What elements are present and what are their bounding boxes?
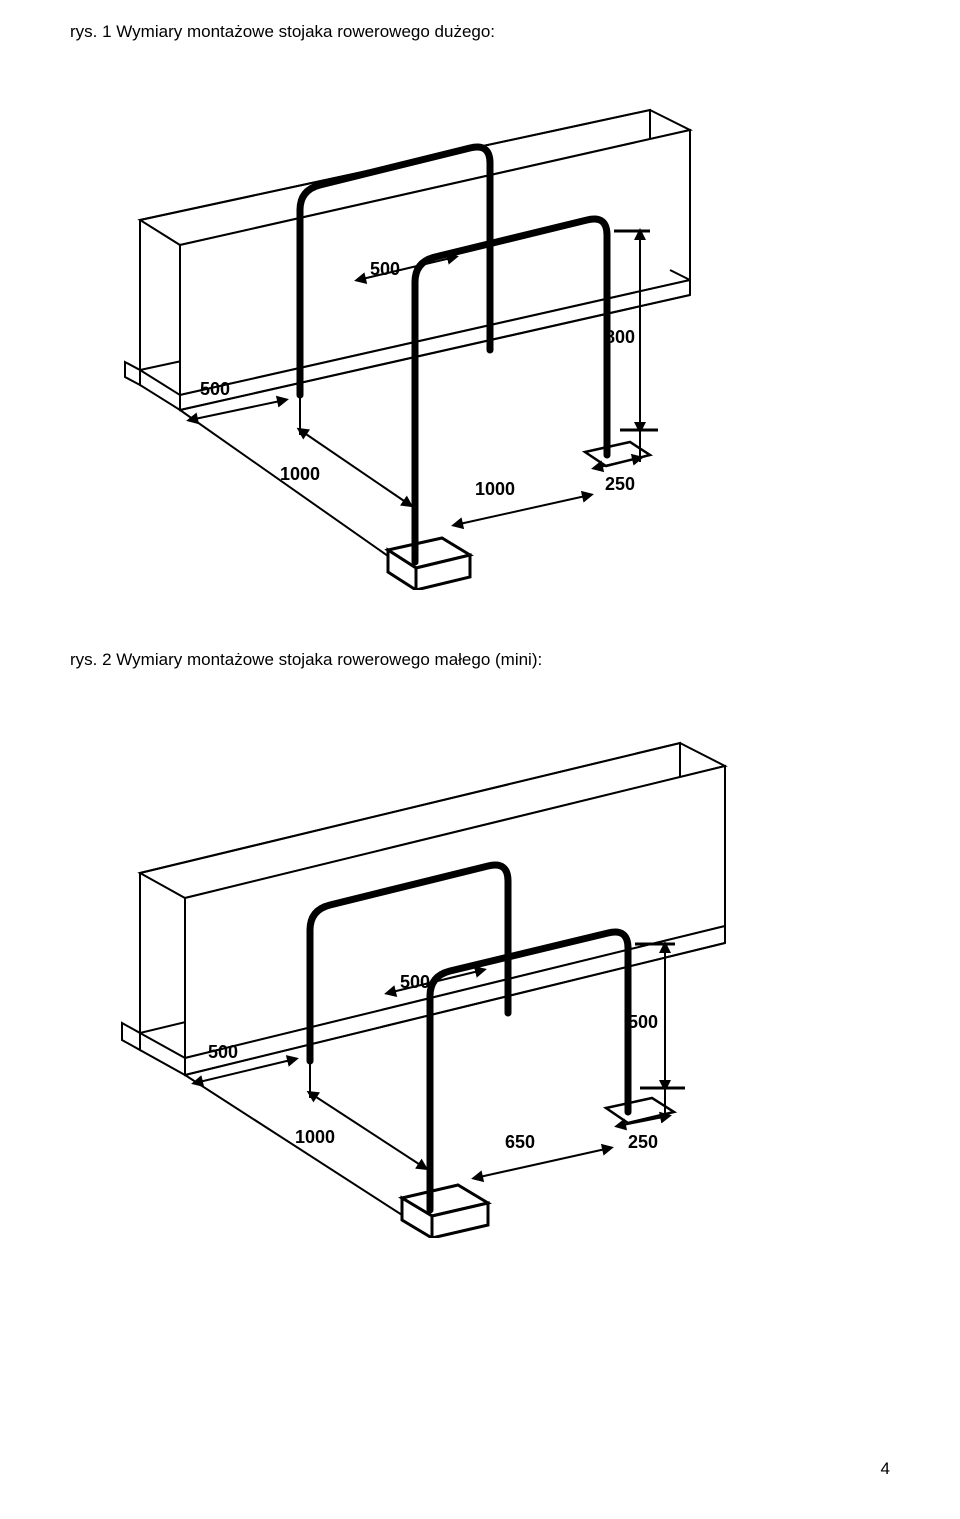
- fig1-dim-wall-offset: 500: [200, 379, 230, 399]
- fig2-dim-wall-offset: 500: [208, 1042, 238, 1062]
- figure1-diagram: 500 800 250 500 1000 1000: [110, 50, 890, 590]
- fig2-dim-depth: 650: [505, 1132, 535, 1152]
- fig1-dim-depth: 1000: [475, 479, 515, 499]
- fig1-dim-rack-width: 500: [370, 259, 400, 279]
- figure2-diagram: 500 500 250 500 1000 650: [110, 678, 890, 1238]
- fig2-dim-base: 250: [628, 1132, 658, 1152]
- page-number: 4: [881, 1459, 890, 1479]
- fig2-dim-height: 500: [628, 1012, 658, 1032]
- fig1-dim-spacing: 1000: [280, 464, 320, 484]
- figure1-caption: rys. 1 Wymiary montażowe stojaka rowerow…: [70, 22, 890, 42]
- fig1-dim-base: 250: [605, 474, 635, 494]
- document-page: rys. 1 Wymiary montażowe stojaka rowerow…: [0, 0, 960, 1519]
- fig1-dim-height: 800: [605, 327, 635, 347]
- fig2-dim-spacing: 1000: [295, 1127, 335, 1147]
- fig2-dim-rack-width: 500: [400, 972, 430, 992]
- figure2-caption: rys. 2 Wymiary montażowe stojaka rowerow…: [70, 650, 890, 670]
